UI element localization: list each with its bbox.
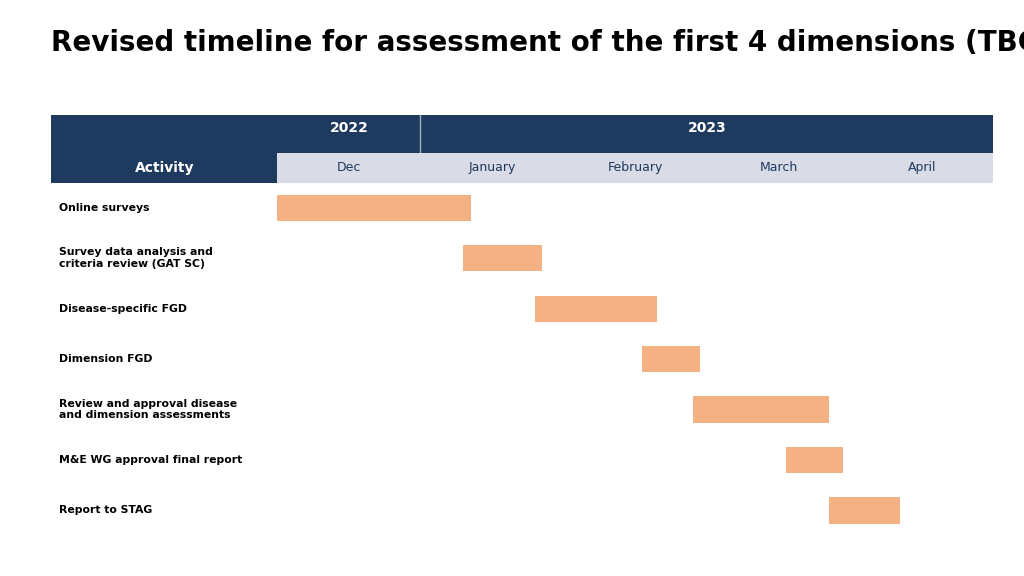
Bar bbox=[828, 497, 900, 524]
Text: Dec: Dec bbox=[337, 161, 361, 174]
Bar bbox=[642, 346, 699, 372]
Bar bbox=[278, 195, 471, 221]
Text: Report to STAG: Report to STAG bbox=[58, 506, 152, 516]
Text: 2023: 2023 bbox=[687, 122, 726, 135]
Text: Disease-specific FGD: Disease-specific FGD bbox=[58, 304, 186, 314]
Text: March: March bbox=[760, 161, 798, 174]
Text: Dimension FGD: Dimension FGD bbox=[58, 354, 153, 364]
Bar bbox=[536, 295, 656, 322]
Bar bbox=[785, 447, 843, 473]
Text: Review and approval disease
and dimension assessments: Review and approval disease and dimensio… bbox=[58, 399, 237, 420]
Text: Revised timeline for assessment of the first 4 dimensions (TBC): Revised timeline for assessment of the f… bbox=[51, 29, 1024, 57]
Text: M&E WG approval final report: M&E WG approval final report bbox=[58, 455, 242, 465]
Text: April: April bbox=[907, 161, 936, 174]
Bar bbox=[464, 245, 543, 271]
Text: Online surveys: Online surveys bbox=[58, 203, 150, 213]
Text: Activity: Activity bbox=[134, 161, 194, 175]
Text: January: January bbox=[468, 161, 516, 174]
Text: February: February bbox=[607, 161, 663, 174]
Bar bbox=[692, 396, 828, 423]
Text: 2022: 2022 bbox=[330, 122, 369, 135]
Text: Survey data analysis and
criteria review (GAT SC): Survey data analysis and criteria review… bbox=[58, 248, 213, 269]
Bar bbox=[51, 153, 278, 183]
